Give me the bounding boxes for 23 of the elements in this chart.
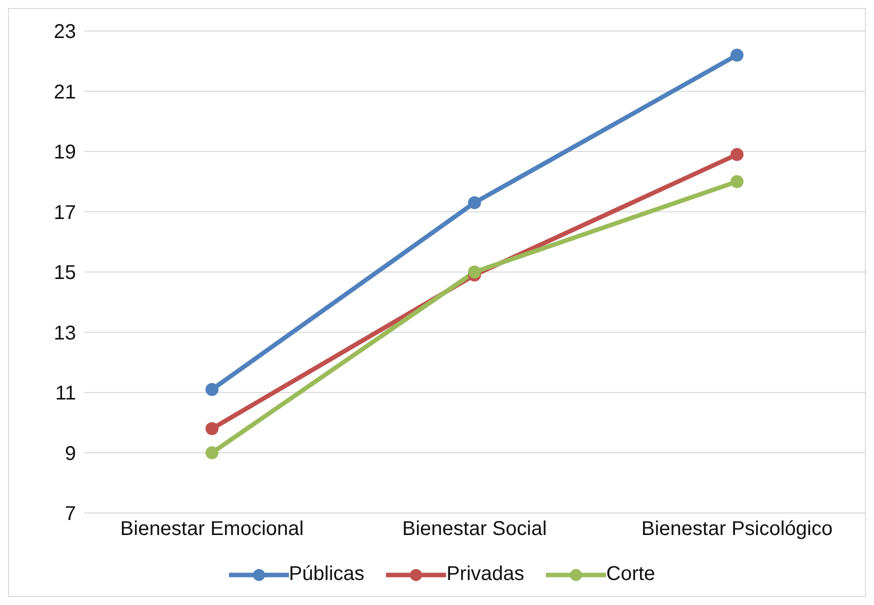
legend-label: Corte [606,563,656,586]
point [730,48,744,62]
y-tick-label: 7 [64,503,76,526]
legend-label: Públicas [288,563,364,586]
y-tick-label: 21 [54,81,76,104]
point [730,148,744,162]
x-tick-label: Bienestar Social [402,518,547,540]
x-tick-label: Bienestar Emocional [120,518,304,540]
legend-label: Privadas [446,563,524,586]
point [468,266,481,278]
y-tick-label: 13 [54,322,76,344]
point [206,382,218,396]
y-tick-label: 19 [54,142,76,164]
point [730,175,744,188]
y-tick-label: 23 [54,21,76,44]
y-tick-label: 9 [64,442,76,465]
y-tick-label: 17 [54,202,76,224]
point [206,446,218,460]
point [468,196,481,210]
y-tick-label: 11 [55,382,76,405]
x-tick-label: Bienestar Psicológico [641,518,833,540]
point [206,422,218,436]
y-tick-label: 15 [54,262,76,284]
